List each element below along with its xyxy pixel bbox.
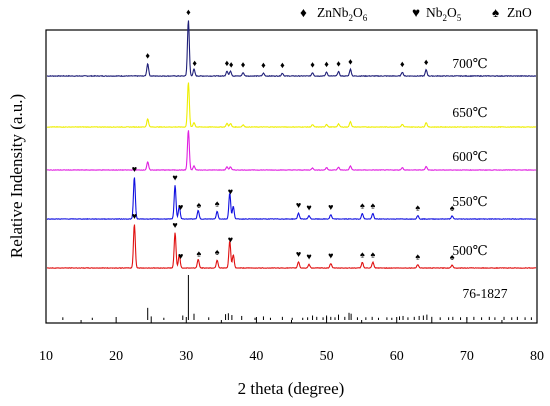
series-line-650℃	[46, 82, 537, 129]
series-layer	[46, 20, 537, 270]
peak-marker: ♠	[360, 249, 365, 259]
peak-marker: ♠	[450, 252, 455, 262]
peak-marker: ♠	[215, 247, 220, 257]
plot-frame	[45, 29, 538, 324]
peak-marker: ♦	[336, 59, 341, 69]
x-tick-label: 10	[39, 349, 53, 364]
x-tick-label: 20	[109, 349, 123, 364]
peak-marker: ♠	[197, 200, 202, 210]
peak-marker: ♠	[370, 201, 375, 211]
peak-marker: ♦	[145, 51, 150, 61]
peak-marker: ♥	[132, 164, 137, 174]
peak-marker: ♦	[324, 59, 329, 69]
peak-marker: ♠	[360, 201, 365, 211]
peak-marker: ♥	[306, 251, 311, 261]
series-label: 600℃	[452, 149, 487, 164]
peak-marker: ♥	[328, 202, 333, 212]
peak-marker: ♥	[296, 200, 301, 210]
peak-marker: ♦	[192, 58, 197, 68]
peak-marker: ♥	[172, 172, 177, 182]
series-line-700℃	[46, 20, 537, 78]
peak-marker: ♥	[228, 187, 233, 197]
peak-marker: ♠	[415, 203, 420, 213]
peak-marker: ♠	[415, 251, 420, 261]
peak-marker: ♦	[186, 7, 191, 17]
legend-symbol-znnb2o6: ♦	[300, 5, 307, 20]
peak-markers: ♦♦♦ ♦ ♦ ♦ ♦ ♦ ♦ ♦ ♦ ♦ ♦ ♦♥♥♥ ♠ ♠♥♥ ♥ ♥ ♠ ♠ ♠ ♠♥♥♥ ♠ ♠♥♥ ♥ ♥ ♠ ♠ ♠ ♠	[132, 7, 455, 262]
legend-symbol-zno: ♠	[492, 5, 499, 20]
peak-marker: ♠	[215, 198, 220, 208]
series-label: 500℃	[452, 243, 487, 258]
peak-marker: ♦	[225, 58, 230, 68]
legend-label-nb2o5: Nb2O5	[426, 5, 462, 23]
x-axis: 10 20 30 40 50 60 70 80	[39, 317, 544, 364]
peak-marker: ♦	[400, 59, 405, 69]
peak-marker: ♥	[172, 220, 177, 230]
peak-marker: ♦	[261, 60, 266, 70]
peak-marker: ♦	[424, 57, 429, 67]
x-tick-label: 70	[460, 349, 474, 364]
peak-marker: ♥	[132, 211, 137, 221]
legend-symbol-nb2o5: ♥	[412, 5, 420, 20]
peak-marker: ♥	[328, 251, 333, 261]
y-axis-title: Relative Indensity (a.u.)	[7, 94, 26, 258]
peak-marker: ♦	[280, 60, 285, 70]
reference-label: 76-1827	[463, 286, 508, 301]
peak-marker: ♥	[228, 235, 233, 245]
series-labels: 700℃ 650℃ 600℃ 550℃ 500℃	[452, 56, 487, 258]
peak-marker: ♦	[310, 60, 315, 70]
peak-marker: ♥	[178, 251, 183, 261]
x-tick-label: 30	[179, 349, 193, 364]
peak-marker: ♥	[296, 249, 301, 259]
peak-marker: ♥	[306, 203, 311, 213]
series-line-600℃	[46, 130, 537, 171]
x-tick-label: 80	[530, 349, 544, 364]
series-label: 650℃	[452, 105, 487, 120]
peak-marker: ♦	[241, 60, 246, 70]
reference-pattern: 76-1827	[62, 275, 532, 320]
x-axis-title: 2 theta (degree)	[238, 379, 345, 398]
series-line-550℃	[46, 177, 537, 220]
x-tick-label: 60	[390, 349, 404, 364]
peak-marker: ♠	[450, 203, 455, 213]
peak-marker: ♥	[178, 202, 183, 212]
peak-marker: ♠	[370, 249, 375, 259]
series-label: 700℃	[452, 56, 487, 71]
legend-label-znnb2o6: ZnNb2O6	[317, 5, 368, 23]
legend: ♦ ZnNb2O6 ♥ Nb2O5 ♠ ZnO	[300, 5, 532, 23]
peak-marker: ♠	[197, 248, 202, 258]
series-line-500℃	[46, 224, 537, 270]
x-tick-label: 40	[249, 349, 263, 364]
peak-marker: ♦	[229, 59, 234, 69]
peak-marker: ♦	[348, 56, 353, 66]
series-label: 550℃	[452, 194, 487, 209]
x-tick-label: 50	[320, 349, 334, 364]
legend-label-zno: ZnO	[507, 5, 532, 20]
